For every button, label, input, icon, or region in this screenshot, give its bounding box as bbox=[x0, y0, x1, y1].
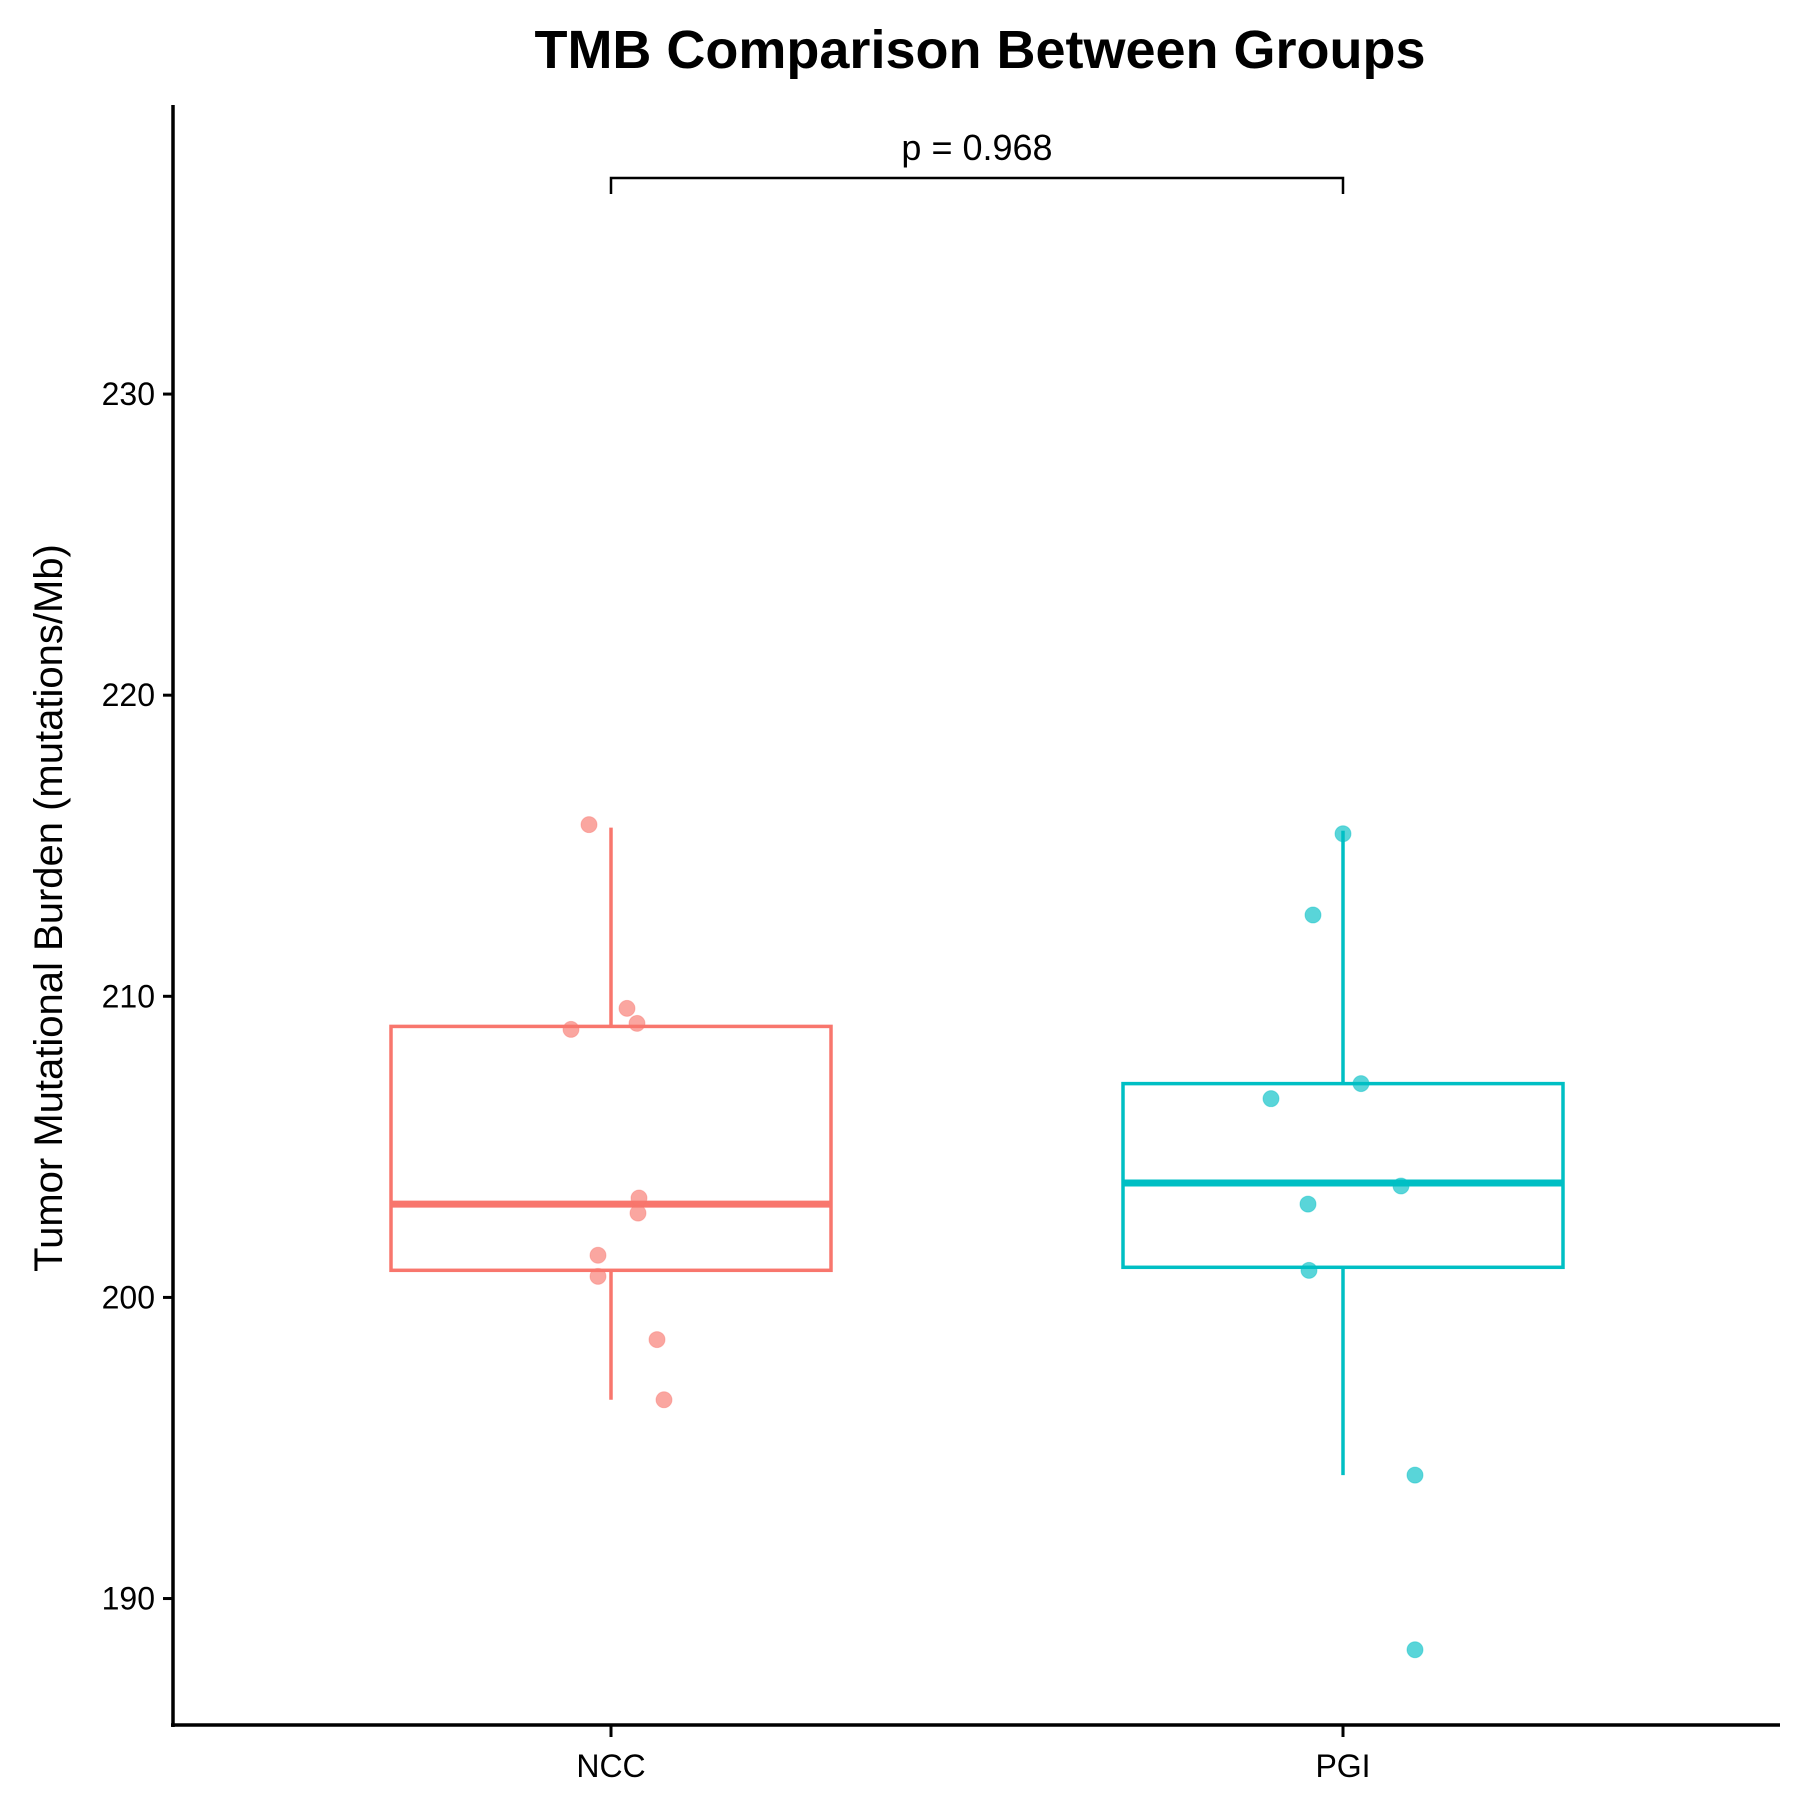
data-point bbox=[562, 1020, 580, 1038]
plot-area: 190 200 210 220 230 NCC PGI p = 0.968 bbox=[102, 105, 1780, 1784]
data-point bbox=[580, 816, 598, 834]
data-point bbox=[1334, 825, 1352, 843]
chart-title: TMB Comparison Between Groups bbox=[534, 20, 1425, 80]
y-axis-label: Tumor Mutational Burden (mutations/Mb) bbox=[27, 544, 71, 1272]
data-point bbox=[1300, 1261, 1318, 1279]
data-point bbox=[589, 1267, 607, 1285]
x-tick-label: NCC bbox=[576, 1748, 645, 1784]
data-point bbox=[630, 1189, 648, 1207]
data-point bbox=[628, 1014, 646, 1032]
data-point bbox=[648, 1331, 666, 1349]
y-axis-label-group: Tumor Mutational Burden (mutations/Mb) bbox=[27, 544, 71, 1272]
data-point bbox=[1352, 1075, 1370, 1093]
data-point bbox=[589, 1246, 607, 1264]
data-point bbox=[1392, 1177, 1410, 1195]
y-tick-label: 220 bbox=[102, 677, 155, 713]
data-point bbox=[629, 1204, 647, 1222]
data-point bbox=[1304, 906, 1322, 924]
data-point bbox=[1406, 1466, 1424, 1484]
y-tick-label: 230 bbox=[102, 376, 155, 412]
comparison-bracket bbox=[609, 176, 1345, 194]
data-point bbox=[1299, 1195, 1317, 1213]
y-tick-label: 190 bbox=[102, 1581, 155, 1617]
data-point bbox=[655, 1391, 673, 1409]
data-point bbox=[618, 999, 636, 1017]
y-tick-label: 200 bbox=[102, 1279, 155, 1315]
data-point bbox=[1406, 1641, 1424, 1659]
x-tick-label: PGI bbox=[1315, 1748, 1370, 1784]
p-value-label: p = 0.968 bbox=[901, 127, 1052, 168]
box bbox=[389, 1024, 833, 1273]
y-tick-label: 210 bbox=[102, 978, 155, 1014]
data-point bbox=[1262, 1090, 1280, 1108]
box bbox=[1121, 1081, 1565, 1270]
